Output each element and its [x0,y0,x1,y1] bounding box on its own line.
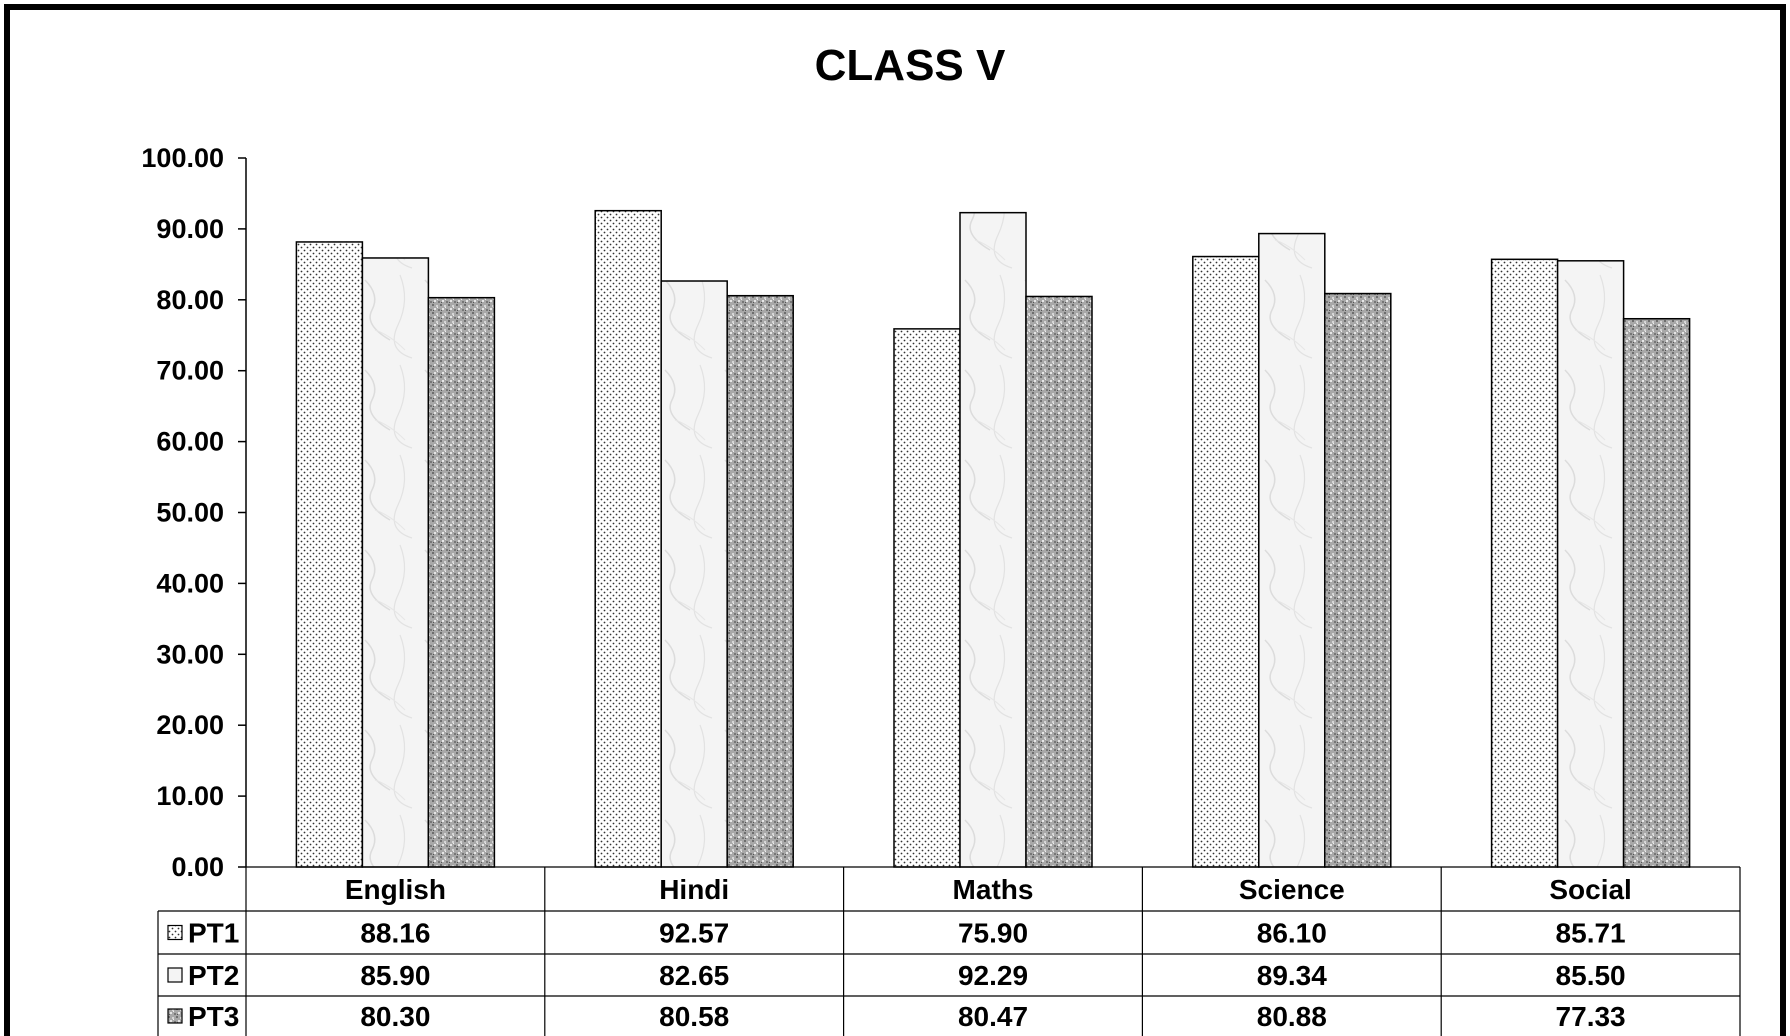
data-label: 85.71 [1556,918,1626,949]
bar-pt3-english [427,296,496,868]
bar-pt3-maths [1025,295,1093,868]
legend-label: PT3 [188,1001,239,1032]
y-tick-label: 80.00 [156,285,224,315]
bar-pt2-english [361,257,430,868]
bar-pt3-science [1324,292,1392,868]
bar-pt2-social [1556,260,1625,868]
y-axis: 0.00 10.00 20.00 30.00 40.00 50.00 60.00 70.00 8… [141,143,247,882]
data-label: 82.65 [659,960,729,991]
bar-pt2-hindi [660,280,728,868]
data-label: 92.57 [659,918,729,949]
bar-pt2-science [1258,232,1326,868]
bar-pt1-maths [893,328,961,868]
bar-pt3-social [1622,317,1691,868]
data-label: 75.90 [958,918,1028,949]
y-tick-label: 30.00 [156,639,224,669]
data-label: 89.34 [1257,960,1327,991]
chart-border [4,4,1786,1036]
data-label: 80.58 [659,1001,729,1032]
legend-key-pt2 [167,967,183,983]
x-category-label: English [345,874,446,905]
bar-pt1-social [1490,258,1559,868]
y-tick-label: 50.00 [156,498,224,528]
y-tick-label: 0.00 [171,852,224,882]
y-tick-label: 20.00 [156,710,224,740]
legend-label: PT1 [188,918,239,949]
data-label: 85.50 [1556,960,1626,991]
bar-pt1-english [295,241,364,868]
y-tick-label: 10.00 [156,781,224,811]
legend-key-pt3 [167,1008,183,1024]
data-label: 92.29 [958,960,1028,991]
data-label: 80.30 [360,1001,430,1032]
data-label: 85.90 [360,960,430,991]
y-tick-label: 100.00 [141,143,224,173]
data-label: 88.16 [360,918,430,949]
bar-pt1-science [1192,255,1260,868]
x-category-label: Social [1549,874,1631,905]
y-tick-label: 40.00 [156,568,224,598]
data-label: 80.47 [958,1001,1028,1032]
legend-label: PT2 [188,960,239,991]
data-label: 80.88 [1257,1001,1327,1032]
data-label: 77.33 [1556,1001,1626,1032]
data-label: 86.10 [1257,918,1327,949]
bars [295,209,1691,868]
data-table: English Hindi Maths Science Social PT1 88.16 92… [157,866,1741,1036]
y-tick-label: 70.00 [156,356,224,386]
y-tick-label: 60.00 [156,427,224,457]
bar-pt2-maths [959,211,1027,868]
x-category-label: Hindi [659,874,729,905]
chart-title: CLASS V [815,41,1006,90]
legend-key-pt1 [167,924,183,941]
x-category-label: Maths [953,874,1034,905]
bar-pt3-hindi [726,294,794,868]
y-tick-label: 90.00 [156,214,224,244]
bar-pt1-hindi [594,209,662,868]
x-category-label: Science [1239,874,1345,905]
